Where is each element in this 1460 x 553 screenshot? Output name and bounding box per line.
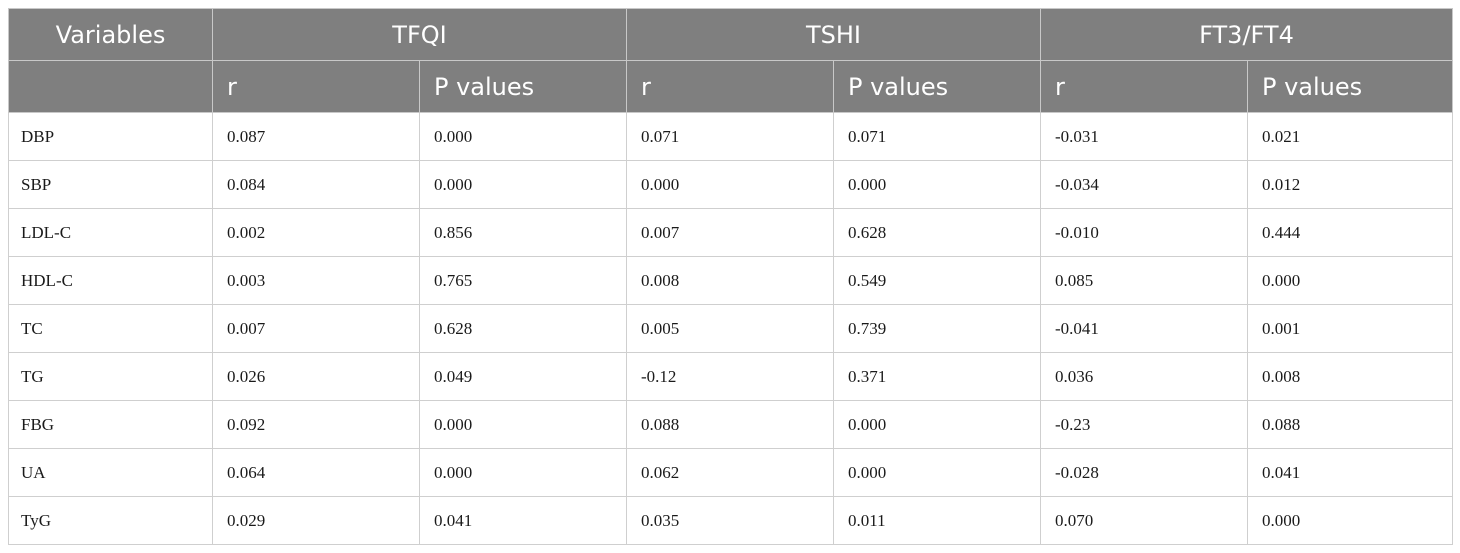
variable-cell: SBP [8, 160, 213, 209]
ft3-ft4-p-cell: 0.008 [1247, 352, 1453, 401]
tshi-p-cell: 0.628 [833, 208, 1041, 257]
tshi-p-cell: 0.000 [833, 448, 1041, 497]
table-row: FBG 0.092 0.000 0.088 0.000 -0.23 0.088 [8, 400, 1453, 449]
variable-cell: UA [8, 448, 213, 497]
variable-cell: TyG [8, 496, 213, 545]
table-row: DBP 0.087 0.000 0.071 0.071 -0.031 0.021 [8, 112, 1453, 161]
header-group-tshi: TSHI [626, 8, 1041, 61]
ft3-ft4-r-cell: 0.036 [1040, 352, 1248, 401]
header-r: r [626, 60, 834, 113]
tfqi-r-cell: 0.092 [212, 400, 420, 449]
tfqi-p-cell: 0.000 [419, 112, 627, 161]
ft3-ft4-r-cell: -0.028 [1040, 448, 1248, 497]
tfqi-p-cell: 0.765 [419, 256, 627, 305]
ft3-ft4-p-cell: 0.041 [1247, 448, 1453, 497]
table-body: DBP 0.087 0.000 0.071 0.071 -0.031 0.021 SBP 0.0… [8, 112, 1453, 545]
tshi-p-cell: 0.000 [833, 160, 1041, 209]
table-row: SBP 0.084 0.000 0.000 0.000 -0.034 0.012 [8, 160, 1453, 209]
tshi-r-cell: 0.000 [626, 160, 834, 209]
header-blank [8, 60, 213, 113]
ft3-ft4-r-cell: -0.031 [1040, 112, 1248, 161]
tfqi-r-cell: 0.026 [212, 352, 420, 401]
table-row: TyG 0.029 0.041 0.035 0.011 0.070 0.000 [8, 496, 1453, 545]
ft3-ft4-r-cell: 0.070 [1040, 496, 1248, 545]
header-variables: Variables [8, 8, 213, 61]
ft3-ft4-r-cell: -0.010 [1040, 208, 1248, 257]
table-row: TG 0.026 0.049 -0.12 0.371 0.036 0.008 [8, 352, 1453, 401]
ft3-ft4-r-cell: 0.085 [1040, 256, 1248, 305]
header-p-values: P values [1247, 60, 1453, 113]
header-p-values: P values [833, 60, 1041, 113]
ft3-ft4-p-cell: 0.088 [1247, 400, 1453, 449]
tfqi-r-cell: 0.064 [212, 448, 420, 497]
correlation-table: Variables TFQI TSHI FT3/FT4 r P values r… [8, 8, 1453, 545]
tfqi-p-cell: 0.049 [419, 352, 627, 401]
variable-cell: LDL-C [8, 208, 213, 257]
variable-cell: TC [8, 304, 213, 353]
tfqi-p-cell: 0.000 [419, 448, 627, 497]
tfqi-p-cell: 0.856 [419, 208, 627, 257]
tfqi-r-cell: 0.029 [212, 496, 420, 545]
tfqi-r-cell: 0.002 [212, 208, 420, 257]
header-group-tfqi: TFQI [212, 8, 627, 61]
tfqi-r-cell: 0.007 [212, 304, 420, 353]
tfqi-r-cell: 0.087 [212, 112, 420, 161]
variable-cell: FBG [8, 400, 213, 449]
header-r: r [212, 60, 420, 113]
ft3-ft4-p-cell: 0.001 [1247, 304, 1453, 353]
tfqi-p-cell: 0.628 [419, 304, 627, 353]
tshi-r-cell: -0.12 [626, 352, 834, 401]
tshi-p-cell: 0.549 [833, 256, 1041, 305]
tshi-p-cell: 0.011 [833, 496, 1041, 545]
table-row: TC 0.007 0.628 0.005 0.739 -0.041 0.001 [8, 304, 1453, 353]
ft3-ft4-r-cell: -0.23 [1040, 400, 1248, 449]
tshi-r-cell: 0.088 [626, 400, 834, 449]
tshi-p-cell: 0.000 [833, 400, 1041, 449]
tshi-p-cell: 0.071 [833, 112, 1041, 161]
header-r: r [1040, 60, 1248, 113]
tfqi-p-cell: 0.041 [419, 496, 627, 545]
ft3-ft4-p-cell: 0.012 [1247, 160, 1453, 209]
tshi-p-cell: 0.371 [833, 352, 1041, 401]
tshi-r-cell: 0.062 [626, 448, 834, 497]
variable-cell: TG [8, 352, 213, 401]
ft3-ft4-p-cell: 0.444 [1247, 208, 1453, 257]
variable-cell: DBP [8, 112, 213, 161]
ft3-ft4-r-cell: -0.034 [1040, 160, 1248, 209]
ft3-ft4-p-cell: 0.000 [1247, 496, 1453, 545]
ft3-ft4-p-cell: 0.021 [1247, 112, 1453, 161]
tshi-r-cell: 0.008 [626, 256, 834, 305]
tfqi-p-cell: 0.000 [419, 400, 627, 449]
variable-cell: HDL-C [8, 256, 213, 305]
ft3-ft4-r-cell: -0.041 [1040, 304, 1248, 353]
header-group-ft3-ft4: FT3/FT4 [1040, 8, 1453, 61]
tshi-r-cell: 0.071 [626, 112, 834, 161]
header-p-values: P values [419, 60, 627, 113]
tfqi-r-cell: 0.084 [212, 160, 420, 209]
tfqi-r-cell: 0.003 [212, 256, 420, 305]
tfqi-p-cell: 0.000 [419, 160, 627, 209]
tshi-p-cell: 0.739 [833, 304, 1041, 353]
header-row-groups: Variables TFQI TSHI FT3/FT4 [8, 8, 1453, 61]
tshi-r-cell: 0.007 [626, 208, 834, 257]
table-row: LDL-C 0.002 0.856 0.007 0.628 -0.010 0.444 [8, 208, 1453, 257]
header-row-stats: r P values r P values r P values [8, 60, 1453, 113]
table-row: HDL-C 0.003 0.765 0.008 0.549 0.085 0.000 [8, 256, 1453, 305]
table-row: UA 0.064 0.000 0.062 0.000 -0.028 0.041 [8, 448, 1453, 497]
tshi-r-cell: 0.035 [626, 496, 834, 545]
ft3-ft4-p-cell: 0.000 [1247, 256, 1453, 305]
tshi-r-cell: 0.005 [626, 304, 834, 353]
